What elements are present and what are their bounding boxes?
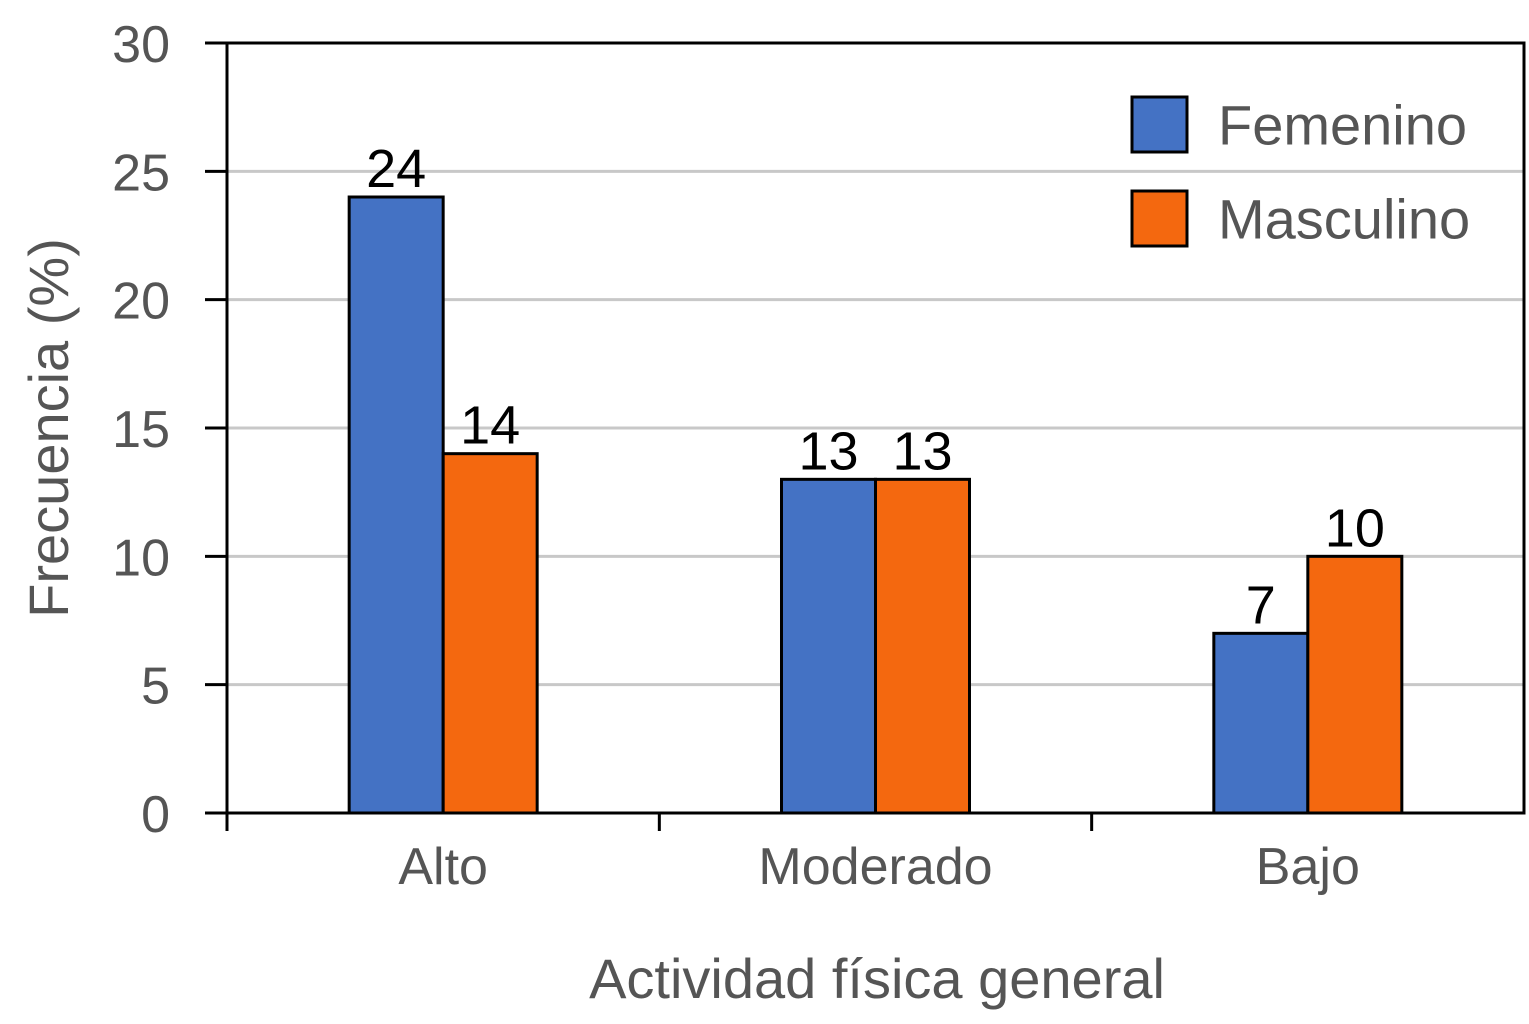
y-tick-label: 15 (112, 401, 170, 459)
legend-swatch-femenino (1130, 95, 1189, 154)
tick-labels: 0 5 10 15 20 25 30 Alto Moderado Bajo (112, 16, 1360, 896)
data-labels: 24 14 13 13 7 10 (366, 139, 1385, 635)
y-tick-label: 0 (141, 786, 170, 844)
data-label: 13 (798, 421, 858, 481)
x-tick-label: Bajo (1256, 838, 1360, 896)
legend-label-femenino: Femenino (1218, 94, 1467, 157)
bar-masculino (874, 477, 971, 815)
bars (347, 195, 1404, 815)
data-label: 24 (366, 139, 426, 199)
bar-femenino (780, 477, 877, 815)
data-label: 14 (460, 396, 520, 456)
y-tick-label: 10 (112, 529, 170, 587)
y-tick-label: 30 (112, 16, 170, 74)
x-tick-label: Moderado (758, 838, 992, 896)
data-label: 13 (892, 421, 952, 481)
legend-swatch-masculino (1130, 189, 1189, 248)
legend: Femenino Masculino (1130, 94, 1470, 251)
y-tick-label: 5 (141, 658, 170, 716)
y-axis-title: Frecuencia (%) (17, 238, 80, 618)
y-tick-label: 25 (112, 144, 170, 202)
x-axis-title: Actividad física general (589, 947, 1165, 1010)
x-tick-label: Alto (398, 838, 488, 896)
y-tick-label: 20 (112, 273, 170, 331)
bar-femenino (1212, 631, 1310, 815)
bar-femenino (347, 195, 445, 815)
data-label: 7 (1246, 575, 1276, 635)
axes (205, 41, 1526, 831)
legend-label-masculino: Masculino (1218, 188, 1470, 251)
data-label: 10 (1325, 498, 1385, 558)
plot-frame (225, 41, 1526, 815)
bar-masculino (441, 452, 539, 815)
bar-masculino (1306, 554, 1404, 815)
